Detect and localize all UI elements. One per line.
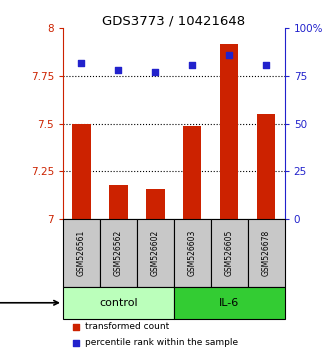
Bar — [174, 219, 211, 287]
Text: GSM526602: GSM526602 — [151, 230, 160, 276]
Text: GSM526678: GSM526678 — [262, 230, 271, 276]
Point — [153, 69, 158, 75]
Text: transformed count: transformed count — [85, 322, 169, 331]
Point — [190, 62, 195, 67]
Text: percentile rank within the sample: percentile rank within the sample — [85, 338, 238, 347]
Bar — [248, 219, 285, 287]
Title: GDS3773 / 10421648: GDS3773 / 10421648 — [102, 14, 245, 27]
Bar — [63, 287, 174, 319]
Text: IL-6: IL-6 — [219, 298, 239, 308]
Point — [263, 62, 269, 67]
Bar — [137, 219, 174, 287]
Bar — [146, 189, 165, 219]
Text: GSM526605: GSM526605 — [225, 230, 234, 276]
Point — [73, 340, 79, 346]
Point — [226, 52, 232, 58]
Bar — [211, 219, 248, 287]
Text: GSM526562: GSM526562 — [114, 230, 123, 276]
Bar — [63, 219, 100, 287]
Bar — [72, 124, 91, 219]
Point — [79, 60, 84, 65]
Text: GSM526561: GSM526561 — [77, 230, 86, 276]
Point — [73, 324, 79, 330]
Bar — [100, 219, 137, 287]
Bar — [183, 126, 202, 219]
Text: control: control — [99, 298, 138, 308]
Text: agent: agent — [0, 298, 58, 308]
Bar — [109, 185, 127, 219]
Bar — [257, 114, 275, 219]
Point — [116, 68, 121, 73]
Bar — [174, 287, 285, 319]
Bar — [220, 44, 238, 219]
Text: GSM526603: GSM526603 — [188, 230, 197, 276]
